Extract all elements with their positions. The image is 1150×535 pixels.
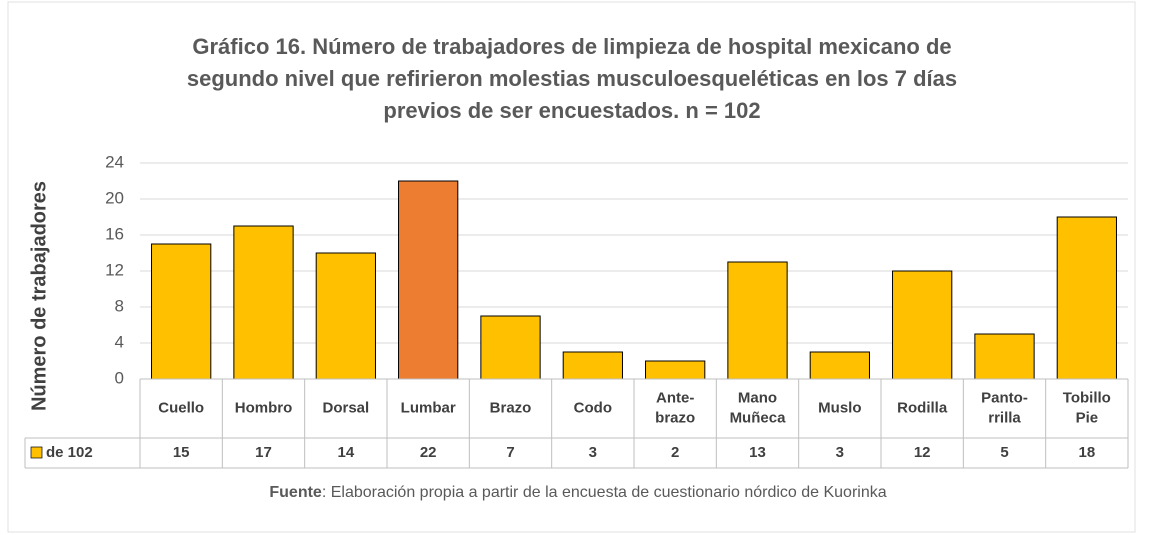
table-value: 17 xyxy=(255,444,272,461)
chart-border xyxy=(7,1,1136,533)
legend-label: de 102 xyxy=(46,444,93,461)
y-tick-label: 20 xyxy=(105,188,124,207)
x-tick-label: Pie xyxy=(1076,409,1099,426)
x-tick-label: rrilla xyxy=(988,409,1021,426)
x-tick-label: Cuello xyxy=(158,399,204,416)
y-tick-label: 8 xyxy=(115,296,124,315)
bar xyxy=(974,333,1035,380)
x-tick-label: Muslo xyxy=(818,399,861,416)
x-tick-label: Panto- xyxy=(981,389,1028,406)
table-value: 13 xyxy=(749,444,766,461)
y-axis-label: Número de trabajadores xyxy=(28,181,50,411)
legend-swatch xyxy=(30,446,43,459)
bar xyxy=(398,180,459,380)
x-tick-label: Codo xyxy=(574,399,612,416)
bar xyxy=(727,261,788,380)
table-value: 14 xyxy=(337,444,354,461)
bar xyxy=(809,351,870,380)
x-tick-label: Brazo xyxy=(490,399,532,416)
table-value: 15 xyxy=(173,444,190,461)
table-value: 3 xyxy=(589,444,597,461)
x-tick-label: Rodilla xyxy=(897,399,948,416)
source-label: Fuente xyxy=(269,484,322,501)
x-tick-label: Dorsal xyxy=(322,399,369,416)
bar xyxy=(1056,216,1117,380)
bar xyxy=(480,315,541,380)
x-tick-label: Ante- xyxy=(656,389,694,406)
x-tick-label: Mano xyxy=(738,389,777,406)
x-tick-label: brazo xyxy=(655,409,695,426)
bar xyxy=(645,360,706,380)
x-tick-label: Tobillo xyxy=(1063,389,1111,406)
chart-title: segundo nivel que refirieron molestias m… xyxy=(187,66,957,91)
x-tick-label: Hombro xyxy=(235,399,293,416)
table-value: 12 xyxy=(914,444,931,461)
bar xyxy=(892,270,953,380)
table-value: 2 xyxy=(671,444,679,461)
bar xyxy=(233,225,294,380)
table-value: 18 xyxy=(1078,444,1095,461)
bar xyxy=(562,351,623,380)
y-tick-label: 24 xyxy=(105,152,124,171)
y-tick-label: 0 xyxy=(115,368,124,387)
chart-title: Gráfico 16. Número de trabajadores de li… xyxy=(192,34,951,59)
x-tick-label: Muñeca xyxy=(730,409,787,426)
y-tick-label: 12 xyxy=(105,260,124,279)
table-value: 3 xyxy=(836,444,844,461)
y-tick-label: 4 xyxy=(115,332,124,351)
table-value: 22 xyxy=(420,444,437,461)
source-note: Fuente: Elaboración propia a partir de l… xyxy=(269,484,886,501)
source-text: : Elaboración propia a partir de la encu… xyxy=(322,484,887,501)
chart-title: previos de ser encuestados. n = 102 xyxy=(383,98,760,123)
y-tick-label: 16 xyxy=(105,224,124,243)
bar xyxy=(315,252,376,380)
x-tick-label: Lumbar xyxy=(401,399,456,416)
table-value: 5 xyxy=(1000,444,1008,461)
bar xyxy=(151,243,212,380)
table-value: 7 xyxy=(506,444,514,461)
